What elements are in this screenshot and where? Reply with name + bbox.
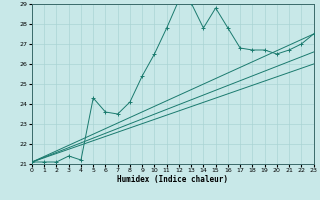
X-axis label: Humidex (Indice chaleur): Humidex (Indice chaleur) — [117, 175, 228, 184]
